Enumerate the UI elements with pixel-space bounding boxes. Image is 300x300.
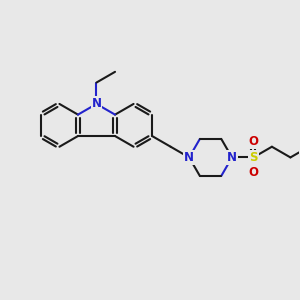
Text: N: N [92, 98, 101, 110]
Text: O: O [248, 136, 258, 148]
Text: S: S [249, 151, 258, 164]
Text: N: N [184, 151, 194, 164]
Text: O: O [248, 167, 258, 179]
Text: N: N [227, 151, 237, 164]
